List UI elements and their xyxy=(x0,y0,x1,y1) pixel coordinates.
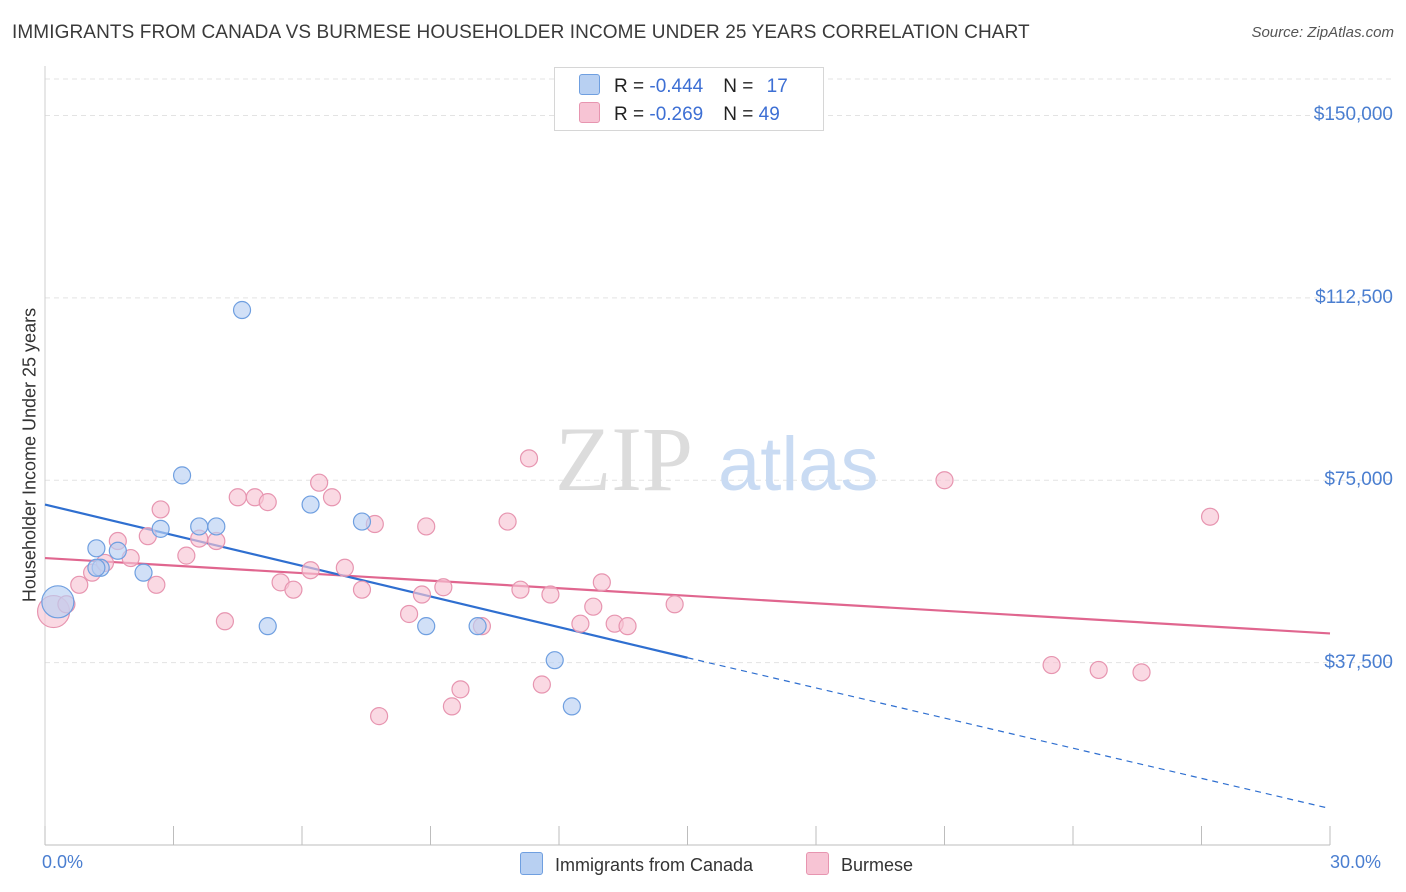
grid-lines xyxy=(45,78,1394,664)
point-burmese xyxy=(584,597,603,616)
point-canada xyxy=(562,697,581,716)
point-burmese xyxy=(541,585,560,604)
point-burmese xyxy=(370,707,389,726)
point-burmese xyxy=(284,580,303,599)
point-burmese xyxy=(434,578,453,597)
point-canada xyxy=(41,585,75,619)
point-burmese xyxy=(442,697,462,716)
correlation-legend: R = -0.444 N = 17 R = -0.269 N = 49 xyxy=(554,67,824,131)
point-burmese xyxy=(511,580,530,599)
point-burmese xyxy=(1089,660,1108,680)
point-burmese xyxy=(498,512,517,531)
point-burmese xyxy=(151,500,170,519)
axes xyxy=(44,66,1331,846)
legend-swatch-burmese xyxy=(579,102,600,123)
legend-row-burmese: R = -0.269 N = 49 xyxy=(579,102,780,126)
y-tick-label: $150,000 xyxy=(1313,104,1393,126)
point-burmese xyxy=(519,449,539,468)
watermark-atlas: atlas xyxy=(718,422,879,507)
point-burmese xyxy=(310,473,329,492)
point-burmese xyxy=(1200,507,1220,526)
point-burmese xyxy=(451,680,470,699)
point-canada xyxy=(207,517,226,536)
point-canada xyxy=(468,617,487,636)
point-canada xyxy=(232,300,252,320)
y-tick-label: $37,500 xyxy=(1324,651,1393,673)
y-tick-label: $75,000 xyxy=(1324,469,1393,491)
point-burmese xyxy=(215,612,234,631)
x-tick-label-min: 0.0% xyxy=(42,852,84,872)
point-burmese xyxy=(1132,663,1151,682)
point-canada xyxy=(151,519,170,538)
legend-r-value: -0.269 xyxy=(649,104,704,125)
point-burmese xyxy=(228,488,247,507)
point-canada xyxy=(87,558,106,577)
point-canada xyxy=(352,512,372,531)
point-burmese xyxy=(592,573,611,592)
legend-n-label: N = xyxy=(723,76,759,97)
point-burmese xyxy=(352,580,372,599)
point-burmese xyxy=(322,488,342,507)
legend-n-value: 17 xyxy=(766,76,788,97)
point-burmese xyxy=(618,617,637,636)
legend-item-canada: Immigrants from Canada xyxy=(520,852,753,876)
point-canada xyxy=(172,466,192,485)
legend-row-canada: R = -0.444 N = 17 xyxy=(579,74,788,98)
point-burmese xyxy=(665,595,684,614)
point-canada xyxy=(190,517,209,536)
chart-title: IMMIGRANTS FROM CANADA VS BURMESE HOUSEH… xyxy=(12,22,1030,43)
legend-r-label: R = xyxy=(614,76,650,97)
legend-label-canada: Immigrants from Canada xyxy=(555,855,754,875)
watermark-zip: ZIP xyxy=(555,408,693,510)
y-axis-title: Householder Income Under 25 years xyxy=(19,307,40,603)
y-tick-label: $112,500 xyxy=(1315,286,1393,308)
trend-line-burmese xyxy=(44,556,1331,635)
legend-label-burmese: Burmese xyxy=(841,855,914,875)
x-tick-label-max: 30.0% xyxy=(1330,852,1382,872)
point-burmese xyxy=(70,575,89,594)
point-canada xyxy=(301,495,320,514)
watermark: ZIP atlas xyxy=(555,408,879,510)
point-burmese xyxy=(399,604,419,624)
point-canada xyxy=(417,617,436,636)
legend-r-value: -0.444 xyxy=(649,76,704,97)
point-burmese xyxy=(301,561,320,580)
legend-n-label: N = xyxy=(723,104,759,125)
point-canada xyxy=(87,539,106,558)
point-burmese xyxy=(571,614,590,633)
point-canada xyxy=(108,541,127,560)
point-burmese xyxy=(258,493,277,512)
point-canada xyxy=(545,651,564,670)
legend-r-label: R = xyxy=(614,104,650,125)
point-burmese xyxy=(147,575,166,594)
data-points xyxy=(36,300,1220,726)
point-burmese xyxy=(417,517,436,536)
trend-line-canada-extension xyxy=(687,657,1331,810)
point-burmese xyxy=(335,558,354,577)
legend-swatch-canada xyxy=(520,852,543,875)
source-label: Source: ZipAtlas.com xyxy=(1251,24,1394,41)
point-canada xyxy=(258,617,277,636)
legend-item-burmese: Burmese xyxy=(806,852,913,876)
series-legend: Immigrants from Canada Burmese xyxy=(0,852,1406,876)
point-burmese xyxy=(935,471,954,490)
point-burmese xyxy=(412,585,432,604)
legend-swatch-canada xyxy=(579,74,600,95)
point-burmese xyxy=(1042,655,1061,675)
point-burmese xyxy=(532,675,551,694)
point-canada xyxy=(134,563,153,582)
trend-lines xyxy=(44,503,1331,810)
point-burmese xyxy=(177,546,196,565)
legend-n-value: 49 xyxy=(758,104,780,125)
legend-swatch-burmese xyxy=(806,852,829,875)
